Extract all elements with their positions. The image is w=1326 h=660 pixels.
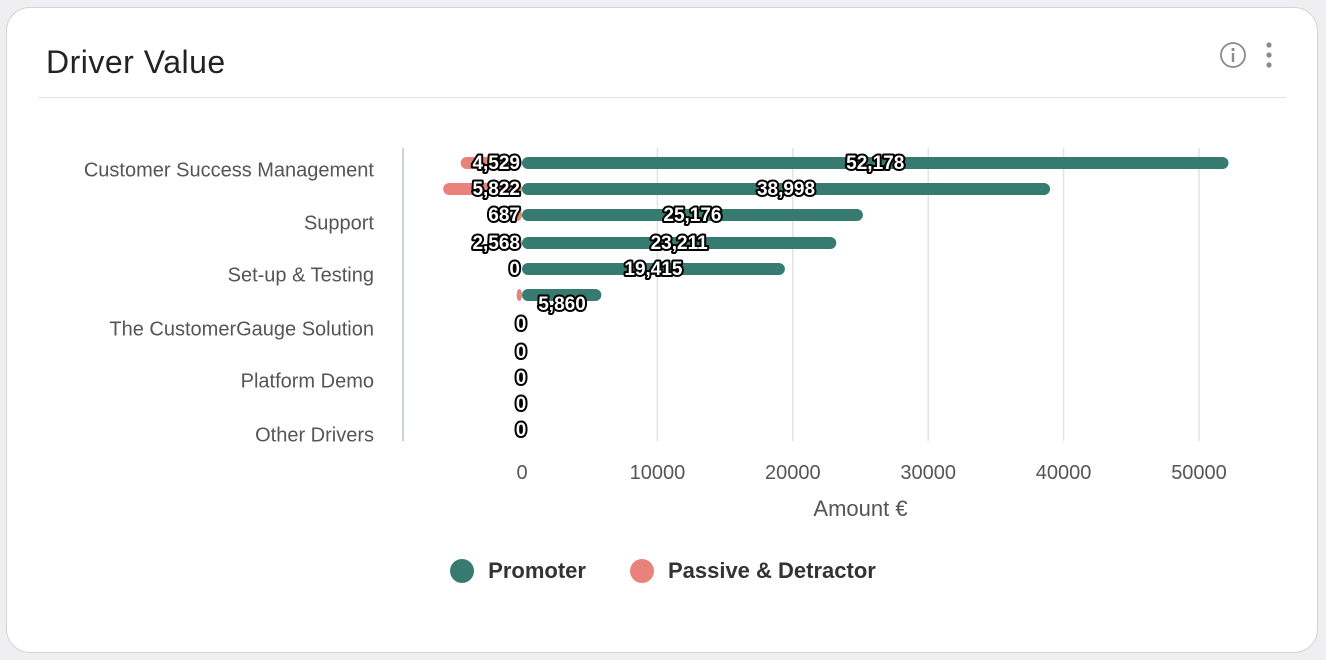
promoter-data-label: 52,178	[846, 153, 904, 174]
promoter-bar	[522, 263, 785, 275]
detractor-data-label: 687	[488, 205, 520, 226]
promoter-data-label: 0	[516, 342, 527, 363]
promoter-data-label: 38,998	[757, 179, 815, 200]
promoter-bar	[522, 237, 837, 249]
promoter-data-label: 19,415	[624, 259, 683, 280]
detractor-bar	[512, 209, 522, 221]
detractor-bar	[516, 289, 522, 301]
category-label: Support	[304, 212, 374, 234]
legend-item-detractor[interactable]: Passive & Detractor	[629, 558, 876, 584]
legend-item-promoter[interactable]: Promoter	[450, 558, 586, 584]
detractor-bar	[487, 237, 522, 249]
promoter-data-label: 23,211	[651, 233, 708, 254]
driver-value-card: Driver Value 0 10000 20000 30000 40000 50000 A…	[6, 7, 1318, 653]
category-label: Other Drivers	[255, 424, 374, 446]
promoter-bar	[522, 183, 1051, 195]
category-label: Platform Demo	[241, 370, 374, 392]
promoter-bar	[522, 289, 602, 301]
category-label: Customer Success Management	[84, 159, 375, 181]
header-divider	[38, 97, 1286, 98]
legend-swatch-promoter	[450, 559, 475, 583]
x-tick-label: 50000	[1171, 462, 1227, 484]
promoter-bar	[522, 157, 1229, 169]
promoter-data-label: 5,860	[538, 294, 586, 315]
card-title: Driver Value	[46, 44, 226, 80]
promoter-data-label: 25,176	[663, 205, 721, 226]
x-tick-label: 10000	[630, 462, 686, 484]
promoter-bar	[522, 209, 863, 221]
detractor-bar	[443, 183, 522, 195]
legend-label-promoter: Promoter	[488, 558, 586, 583]
promoter-data-label: 0	[516, 394, 527, 415]
x-tick-label: 20000	[765, 462, 821, 484]
promoter-data-label: 0	[516, 368, 527, 389]
info-icon[interactable]	[1219, 41, 1247, 69]
detractor-data-label: 2,568	[472, 233, 520, 254]
chart-legend: Promoter Passive & Detractor	[7, 558, 1319, 584]
legend-label-detractor: Passive & Detractor	[667, 558, 876, 583]
detractor-bar	[460, 157, 522, 169]
x-tick-label: 0	[516, 462, 527, 484]
detractor-data-label: 0	[509, 259, 520, 280]
promoter-data-label: 0	[516, 314, 527, 335]
detractor-data-label: 5,822	[472, 179, 520, 200]
category-label: Set-up & Testing	[228, 264, 374, 286]
kebab-menu-icon[interactable]	[1259, 41, 1279, 69]
x-tick-label: 30000	[900, 462, 956, 484]
x-axis-title: Amount €	[813, 496, 907, 521]
detractor-data-label: 4,529	[472, 153, 520, 174]
promoter-data-label: 0	[516, 420, 527, 441]
x-tick-label: 40000	[1036, 462, 1092, 484]
category-label: The CustomerGauge Solution	[109, 318, 374, 340]
driver-value-chart: 0 10000 20000 30000 40000 50000 Amount € Custom…	[84, 148, 1229, 521]
legend-swatch-detractor	[629, 559, 654, 583]
